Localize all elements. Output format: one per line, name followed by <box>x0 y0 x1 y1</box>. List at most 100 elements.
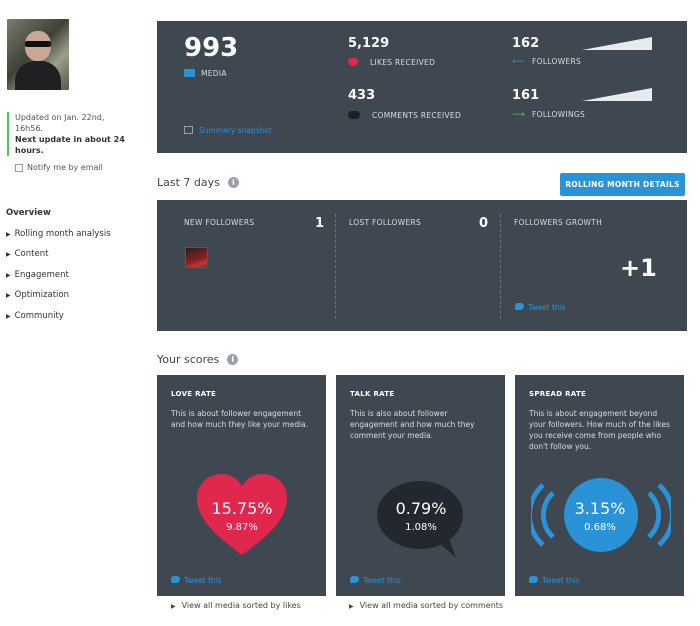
speech-bubble-shape-icon <box>377 481 463 558</box>
info-icon[interactable]: i <box>227 177 239 188</box>
nav-label: Community <box>14 310 64 321</box>
scores-title-text: Your scores <box>157 353 220 366</box>
avatar-sunglasses <box>25 41 51 47</box>
tweet-this-link[interactable]: Tweet this <box>529 576 580 585</box>
love-rate-desc: This is about follower engagement and ho… <box>171 409 309 429</box>
tweet-label: Tweet this <box>363 576 401 585</box>
speech-bubble-icon <box>348 111 360 119</box>
tweet-this-link[interactable]: Tweet this <box>350 576 401 585</box>
media-stat: MEDIA <box>184 68 227 78</box>
followers-count: 162 <box>512 36 540 51</box>
likes-stat: LIKES RECEIVED <box>348 57 435 67</box>
talk-rate-secondary: 1.08% <box>405 522 437 533</box>
rolling-month-details-button[interactable]: ROLLING MONTH DETAILS <box>560 173 685 196</box>
followings-sparkline <box>582 88 652 101</box>
summary-snapshot-link[interactable]: Summary snapshot <box>184 125 272 135</box>
update-status: Updated on Jan. 22nd, 16h56. Next update… <box>7 112 132 156</box>
spread-rate-values: 3.15% 0.68% <box>550 499 650 533</box>
camera-icon <box>184 69 195 77</box>
sidebar: Updated on Jan. 22nd, 16h56. Next update… <box>0 0 140 626</box>
comments-label: COMMENTS RECEIVED <box>372 111 462 120</box>
comments-count: 433 <box>348 88 376 103</box>
last7-panel: NEW FOLLOWERS 1 LOST FOLLOWERS 0 FOLLOWE… <box>157 200 687 331</box>
last7-title: Last 7 days i <box>157 176 239 189</box>
triangle-right-icon: ▶ <box>171 603 176 610</box>
footer-link-label: View all media sorted by likes <box>181 601 301 610</box>
notify-label: Notify me by email <box>27 163 103 172</box>
spread-rate-desc: This is about engagement beyond your fol… <box>529 409 670 451</box>
nav-item-rolling-month[interactable]: ▶ Rolling month analysis <box>6 229 111 250</box>
triangle-right-icon: ▶ <box>6 271 11 279</box>
spread-rate-title: SPREAD RATE <box>529 390 587 398</box>
love-rate-values: 15.75% 9.87% <box>192 499 292 533</box>
footer-link-label: View all media sorted by comments <box>359 601 504 610</box>
followers-growth-value: +1 <box>620 254 657 282</box>
twitter-bird-icon <box>529 576 538 583</box>
love-rate-primary: 15.75% <box>211 499 273 518</box>
nav-label: Engagement <box>14 269 69 280</box>
lost-followers-label: LOST FOLLOWERS <box>349 218 422 227</box>
followings-count: 161 <box>512 88 540 103</box>
likes-label: LIKES RECEIVED <box>370 58 436 67</box>
talk-rate-primary: 0.79% <box>395 499 447 518</box>
side-nav: Overview ▶ Rolling month analysis ▶ Conten… <box>6 208 111 331</box>
info-icon[interactable]: i <box>227 354 239 365</box>
nav-item-engagement[interactable]: ▶ Engagement <box>6 270 111 291</box>
avatar[interactable] <box>7 19 69 90</box>
divider <box>335 214 336 319</box>
summary-panel: 993 MEDIA 5,129 LIKES RECEIVED 433 COMME… <box>157 21 687 153</box>
next-update: Next update in about 24 hours. <box>15 135 125 155</box>
followers-label: FOLLOWERS <box>532 57 582 66</box>
triangle-right-icon: ▶ <box>6 292 11 299</box>
nav-item-overview[interactable]: Overview <box>6 208 111 229</box>
nav-item-optimization[interactable]: ▶ Optimization <box>6 290 111 311</box>
twitter-bird-icon <box>171 576 180 583</box>
last7-title-text: Last 7 days <box>157 176 220 189</box>
heart-shape-icon <box>197 474 287 555</box>
notify-checkbox[interactable] <box>15 163 23 172</box>
arrow-left-icon: ⟵ <box>512 57 526 67</box>
broadcast-circle-shape-icon <box>531 478 671 552</box>
love-rate-title: LOVE RATE <box>171 390 217 398</box>
tweet-this-link[interactable]: Tweet this <box>171 576 222 585</box>
followings-label: FOLLOWINGS <box>532 110 586 119</box>
love-rate-secondary: 9.87% <box>226 522 258 533</box>
followers-stat: ⟵ FOLLOWERS <box>512 57 581 67</box>
talk-rate-card: TALK RATE This is also about follower en… <box>336 375 505 596</box>
new-followers-label: NEW FOLLOWERS <box>184 218 255 227</box>
spread-rate-secondary: 0.68% <box>584 522 616 533</box>
triangle-right-icon: ▶ <box>6 312 11 320</box>
followers-sparkline <box>582 37 652 50</box>
updated-line2: 16h56. <box>15 124 43 133</box>
talk-rate-desc: This is also about follower engagement a… <box>350 409 475 440</box>
followings-stat: ⟶ FOLLOWINGS <box>512 110 585 120</box>
document-icon <box>184 126 193 134</box>
notify-me[interactable]: Notify me by email <box>15 163 103 172</box>
nav-label: Content <box>14 249 49 259</box>
heart-icon <box>348 58 358 66</box>
talk-rate-title: TALK RATE <box>350 390 395 398</box>
comments-stat: COMMENTS RECEIVED <box>348 110 461 120</box>
twitter-bird-icon <box>350 576 359 583</box>
updated-line1: Updated on Jan. 22nd, <box>15 113 105 122</box>
follower-thumbnail[interactable] <box>185 247 208 268</box>
tweet-this-link[interactable]: Tweet this <box>515 303 566 312</box>
nav-item-content[interactable]: ▶ Content <box>6 249 111 270</box>
view-media-by-comments-link[interactable]: ▶ View all media sorted by comments <box>349 601 503 610</box>
arrow-right-icon: ⟶ <box>512 110 526 120</box>
triangle-right-icon: ▶ <box>349 603 354 610</box>
view-media-by-likes-link[interactable]: ▶ View all media sorted by likes <box>171 601 301 610</box>
nav-label: Optimization <box>14 290 69 300</box>
tweet-label: Tweet this <box>528 303 566 312</box>
media-label: MEDIA <box>201 69 227 78</box>
likes-count: 5,129 <box>348 36 390 51</box>
lost-followers-value: 0 <box>479 216 489 231</box>
scores-title: Your scores i <box>157 353 239 366</box>
triangle-right-icon: ▶ <box>6 251 11 258</box>
avatar-body <box>15 61 61 90</box>
tweet-label: Tweet this <box>542 576 580 585</box>
nav-item-community[interactable]: ▶ Community <box>6 311 111 332</box>
triangle-right-icon: ▶ <box>6 230 11 238</box>
summary-snapshot-label: Summary snapshot <box>199 126 272 135</box>
followers-growth-label: FOLLOWERS GROWTH <box>514 218 603 227</box>
